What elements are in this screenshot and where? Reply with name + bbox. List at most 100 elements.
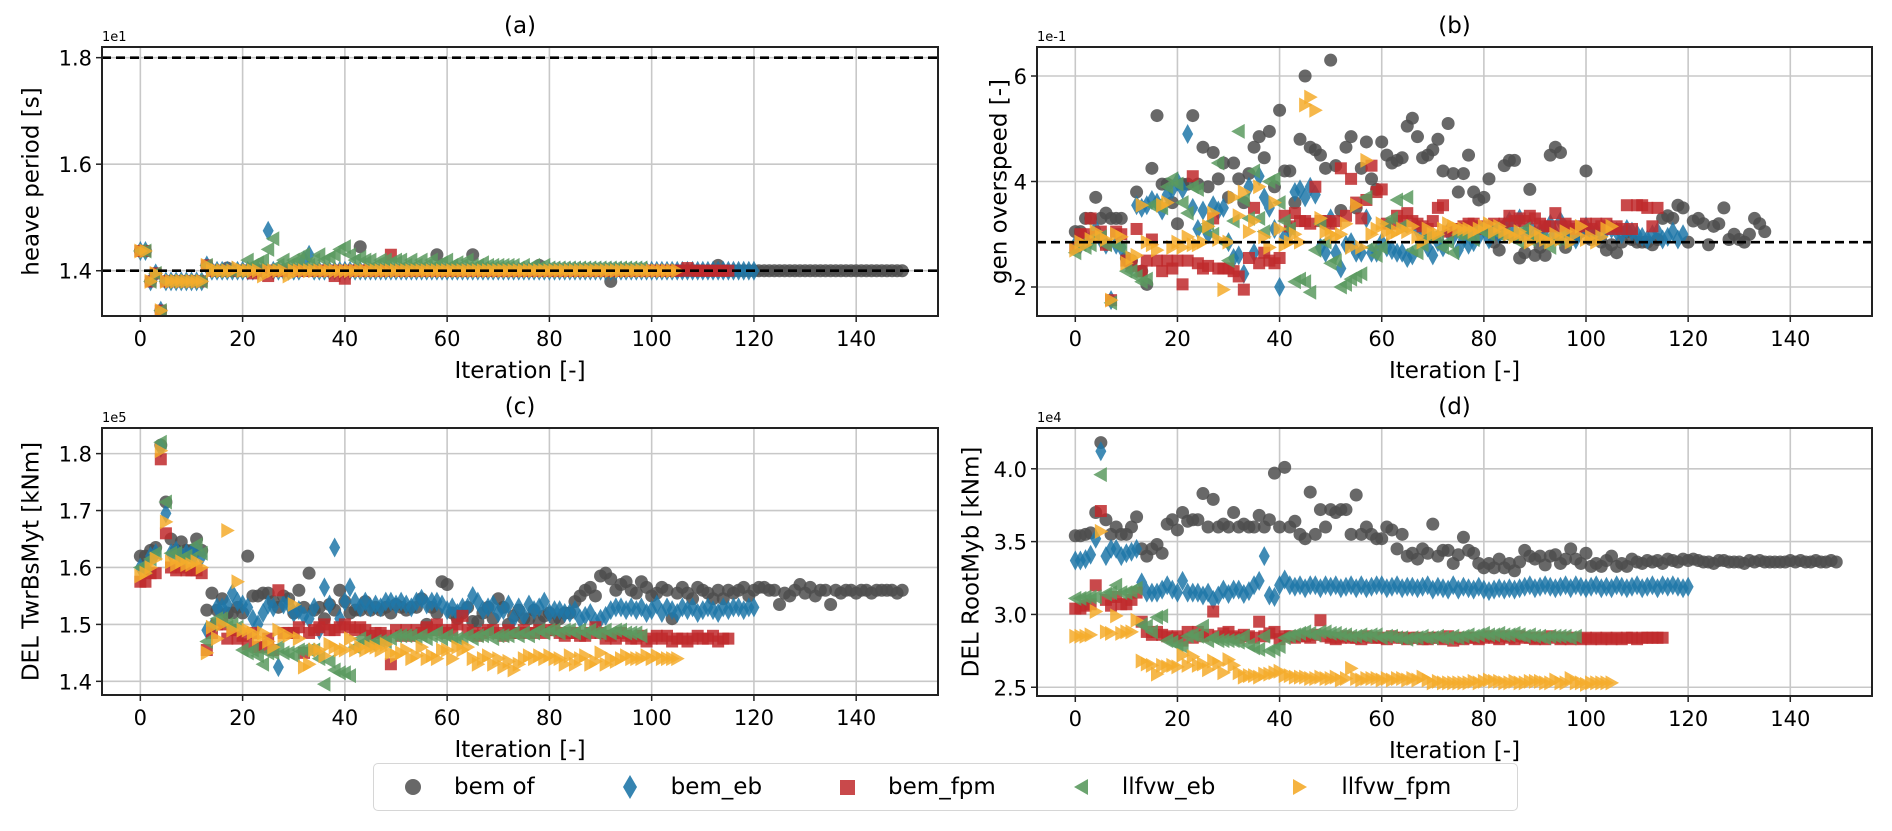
data-point [1508, 153, 1522, 167]
x-tick-label: 0 [134, 706, 147, 730]
data-point [1069, 242, 1083, 258]
axis-offset-label: 1e-1 [1037, 30, 1066, 45]
data-point [1144, 624, 1158, 640]
data-point [1399, 189, 1414, 205]
data-point [492, 651, 506, 667]
panel-c: 0 20 40 60 80 100 120 140 1.4 1.5 1.6 1.7 1.8 1e5 (c) I… [19, 394, 939, 763]
data-point [189, 537, 203, 553]
data-point [242, 597, 254, 618]
data-point [1222, 520, 1236, 534]
data-point [302, 566, 316, 580]
data-point [1113, 239, 1128, 255]
data-point [502, 653, 516, 669]
data-point [149, 551, 164, 567]
data-point [1641, 201, 1654, 214]
data-point [1267, 466, 1281, 480]
data-point [241, 549, 255, 563]
data-point [722, 632, 735, 645]
data-point [1313, 148, 1327, 162]
data-point [1437, 199, 1450, 212]
x-tick-label: 80 [1470, 327, 1497, 351]
data-point [1196, 234, 1211, 250]
data-point [1115, 229, 1129, 245]
data-point [1190, 628, 1204, 644]
data-point [255, 252, 270, 268]
x-tick-label: 60 [434, 706, 461, 730]
data-point [1717, 201, 1731, 215]
data-point [1124, 520, 1138, 534]
data-point [1314, 614, 1327, 627]
x-tick-label: 100 [632, 706, 672, 730]
data-points [132, 434, 909, 692]
data-point [1445, 245, 1460, 261]
data-point [1217, 197, 1229, 218]
data-point [158, 494, 172, 510]
data-point [1268, 195, 1282, 211]
data-point [1350, 197, 1364, 213]
data-point [1273, 103, 1287, 117]
y-axis-label: DEL TwrBsMyt [kNm] [19, 442, 45, 681]
data-point [303, 656, 317, 672]
data-point [1125, 624, 1139, 640]
data-point [260, 241, 275, 257]
data-point [353, 240, 367, 254]
series-llfvw-fpm [1069, 89, 1620, 308]
data-point [1696, 217, 1710, 231]
data-point [1451, 185, 1465, 199]
x-tick-label: 40 [332, 327, 359, 351]
x-tick-label: 120 [734, 327, 774, 351]
data-point [1236, 192, 1250, 208]
data-point [337, 239, 351, 255]
data-point [1293, 132, 1307, 146]
data-point [440, 578, 454, 592]
data-point [1564, 542, 1578, 556]
data-point [226, 622, 240, 638]
data-point [1456, 167, 1470, 181]
data-point [1093, 467, 1107, 483]
data-point [518, 605, 530, 626]
data-point [1145, 161, 1159, 175]
data-point [558, 656, 573, 672]
data-point [154, 443, 169, 459]
data-point [1651, 201, 1664, 214]
data-point [1212, 656, 1226, 672]
data-point [272, 657, 284, 678]
data-point [1094, 523, 1109, 539]
data-point [1427, 245, 1439, 266]
data-point [1139, 271, 1153, 287]
data-point [1456, 530, 1470, 544]
data-point [1595, 229, 1609, 245]
data-point [1559, 552, 1573, 566]
data-point [604, 274, 618, 288]
legend-label: bem_fpm [888, 774, 996, 800]
data-point [1262, 124, 1276, 138]
panel-title: (b) [1438, 13, 1471, 39]
data-point [1677, 224, 1689, 245]
data-point [384, 658, 397, 671]
data-point [1385, 523, 1399, 537]
data-point [1237, 184, 1252, 200]
data-point [1247, 140, 1261, 154]
series-bem-eb [1069, 441, 1694, 610]
data-point [1441, 543, 1455, 557]
data-point [1339, 216, 1354, 232]
panel-d: 0 20 40 60 80 100 120 140 2.5 3.0 3.5 4.0 1e4 (d) Iter… [959, 394, 1873, 764]
data-point [149, 265, 164, 281]
data-point [1232, 270, 1245, 283]
legend-label: bem_eb [670, 774, 763, 800]
data-point [1579, 164, 1593, 178]
data-point [405, 597, 417, 618]
data-point [292, 631, 307, 647]
data-point [1217, 665, 1231, 681]
data-point [1212, 232, 1226, 248]
data-point [538, 591, 550, 612]
legend-label: bem of [454, 774, 535, 800]
data-point [1451, 548, 1465, 562]
data-point [1140, 254, 1153, 267]
data-point [1252, 130, 1266, 144]
data-point [1299, 97, 1313, 113]
data-point [1175, 195, 1189, 211]
data-point [1477, 190, 1491, 204]
data-point [1462, 148, 1476, 162]
x-tick-label: 80 [1470, 707, 1497, 731]
